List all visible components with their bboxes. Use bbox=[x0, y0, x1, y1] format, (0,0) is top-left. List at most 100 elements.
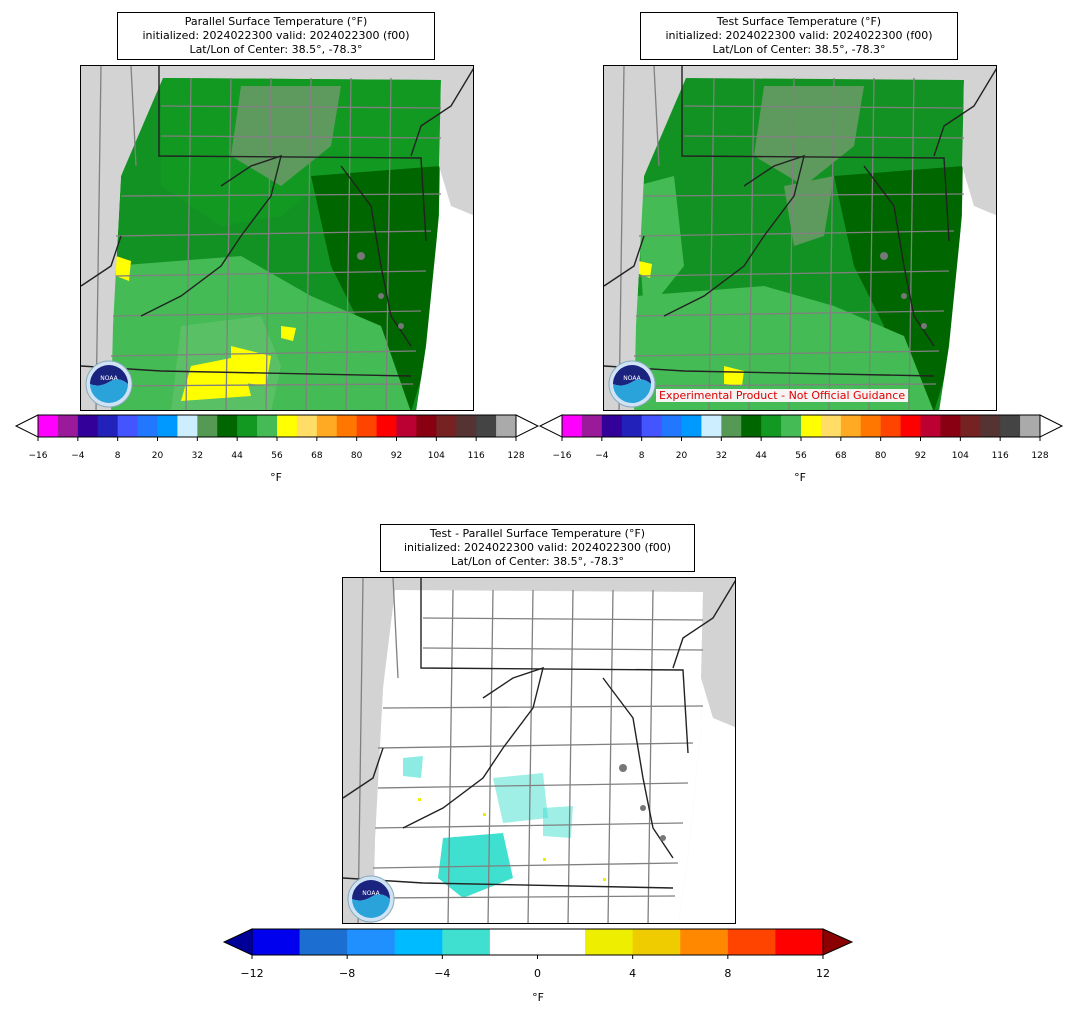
map-test-field bbox=[604, 66, 996, 410]
colorbar-swatch bbox=[436, 415, 457, 437]
title-line-1: Test - Parallel Surface Temperature (°F) bbox=[429, 527, 646, 540]
colorbar-swatch bbox=[277, 415, 298, 437]
colorbar-swatch bbox=[137, 415, 158, 437]
colorbar-tick-label: 0 bbox=[534, 967, 541, 980]
colorbar-swatch bbox=[900, 415, 921, 437]
map-title-test: Test Surface Temperature (°F) initialize… bbox=[640, 12, 958, 60]
colorbar-over-extension bbox=[515, 414, 540, 438]
colorbar-swatch bbox=[347, 929, 396, 955]
colorbar-over-extension bbox=[1039, 414, 1064, 438]
colorbar-swatch bbox=[237, 415, 258, 437]
colorbar-tick-label: 8 bbox=[724, 967, 732, 980]
map-parallel-field bbox=[81, 66, 473, 410]
colorbar-swatch bbox=[775, 929, 824, 955]
colorbar-swatch bbox=[57, 415, 79, 437]
colorbar-tick-label: 68 bbox=[311, 451, 323, 461]
colorbar-difference-unit: °F bbox=[532, 991, 544, 1004]
colorbar-tick-label: 20 bbox=[675, 451, 688, 461]
colorbar-tick-label: 32 bbox=[715, 451, 728, 461]
colorbar-swatch bbox=[356, 415, 378, 437]
colorbar-tick-label: 104 bbox=[427, 451, 445, 461]
map-difference[interactable]: NOAA bbox=[342, 577, 736, 924]
colorbar-swatch bbox=[299, 929, 348, 955]
colorbar-swatch bbox=[801, 415, 822, 437]
colorbar-tick-label: 128 bbox=[1031, 451, 1049, 461]
colorbar-swatch bbox=[960, 415, 981, 437]
colorbar-tick-label: −8 bbox=[339, 967, 356, 980]
colorbar-swatch bbox=[681, 415, 702, 437]
noaa-logo-text: NOAA bbox=[362, 890, 380, 897]
colorbar-swatch bbox=[336, 415, 358, 437]
colorbar-tick-label: 56 bbox=[795, 451, 807, 461]
colorbar-tick-label: −4 bbox=[595, 451, 609, 461]
colorbar-tick-label: 68 bbox=[835, 451, 847, 461]
colorbar-swatch bbox=[416, 415, 437, 437]
colorbar-swatch bbox=[641, 415, 663, 437]
colorbar-swatch bbox=[661, 415, 682, 437]
experimental-banner: Experimental Product - Not Official Guid… bbox=[656, 389, 909, 402]
colorbar-swatch bbox=[920, 415, 941, 437]
colorbar-swatch bbox=[727, 929, 776, 955]
colorbar-tick-label: −4 bbox=[434, 967, 451, 980]
colorbar-swatch bbox=[1020, 415, 1041, 437]
map-parallel[interactable]: NOAA bbox=[80, 65, 474, 411]
colorbar-tick-label: 32 bbox=[191, 451, 204, 461]
colorbar-swatch bbox=[940, 415, 961, 437]
colorbar-tick-label: 56 bbox=[271, 451, 283, 461]
panel-difference: Test - Parallel Surface Temperature (°F)… bbox=[0, 520, 1076, 1020]
colorbar-swatch bbox=[252, 929, 301, 955]
colorbar-tick-label: 104 bbox=[951, 451, 969, 461]
colorbar-swatch bbox=[680, 929, 729, 955]
colorbar-under-extension bbox=[222, 928, 253, 956]
colorbar-swatch bbox=[296, 415, 318, 437]
title-line-3: Lat/Lon of Center: 38.5°, -78.3° bbox=[189, 43, 363, 56]
colorbar-tick-label: 44 bbox=[231, 451, 243, 461]
colorbar-swatch bbox=[496, 415, 517, 437]
colorbar-swatch bbox=[1000, 415, 1021, 437]
colorbar-swatch bbox=[840, 415, 862, 437]
colorbar-tick-label: 80 bbox=[350, 451, 363, 461]
colorbar-swatch bbox=[117, 415, 139, 437]
colorbar-tick-label: 12 bbox=[816, 967, 830, 980]
colorbar-tick-label: −16 bbox=[552, 451, 572, 461]
title-line-2: initialized: 2024022300 valid: 202402230… bbox=[404, 541, 671, 554]
noaa-logo-text: NOAA bbox=[100, 375, 118, 382]
colorbar-tick-label: 80 bbox=[874, 451, 887, 461]
colorbar-swatch bbox=[396, 415, 417, 437]
colorbar-test-unit: °F bbox=[794, 471, 806, 484]
colorbar-swatch bbox=[456, 415, 477, 437]
noaa-logo-text: NOAA bbox=[623, 375, 641, 382]
colorbar-swatch bbox=[581, 415, 603, 437]
colorbar-swatch bbox=[741, 415, 762, 437]
colorbar-difference-swatches bbox=[222, 928, 854, 959]
panel-parallel: Parallel Surface Temperature (°F) initia… bbox=[0, 0, 540, 500]
colorbar-swatch bbox=[257, 415, 278, 437]
title-line-3: Lat/Lon of Center: 38.5°, -78.3° bbox=[712, 43, 886, 56]
title-line-2: initialized: 2024022300 valid: 202402230… bbox=[142, 29, 410, 42]
colorbar-test: −16 −4 8 20 32 44 56 68 80 92 104 116 128 °F bbox=[538, 413, 1064, 493]
colorbar-swatch bbox=[97, 415, 119, 437]
colorbar-swatch bbox=[820, 415, 842, 437]
colorbar-swatch bbox=[860, 415, 882, 437]
colorbar-swatch bbox=[316, 415, 338, 437]
colorbar-tick-label: 92 bbox=[390, 451, 403, 461]
noaa-logo-icon: NOAA bbox=[347, 875, 395, 923]
map-difference-field bbox=[343, 578, 735, 923]
colorbar-swatch bbox=[601, 415, 623, 437]
colorbar-tick-label: 92 bbox=[914, 451, 927, 461]
colorbar-swatch bbox=[217, 415, 238, 437]
colorbar-swatch bbox=[721, 415, 742, 437]
colorbar-swatch bbox=[621, 415, 643, 437]
map-test[interactable]: NOAA Experimental Product - Not Official… bbox=[603, 65, 997, 411]
colorbar-under-extension bbox=[538, 414, 563, 438]
colorbar-swatch bbox=[537, 929, 586, 955]
colorbar-swatch bbox=[376, 415, 397, 437]
map-title-difference: Test - Parallel Surface Temperature (°F)… bbox=[380, 524, 695, 572]
colorbar-swatch bbox=[880, 415, 902, 437]
colorbar-swatch bbox=[197, 415, 218, 437]
colorbar-swatch bbox=[781, 415, 802, 437]
colorbar-tick-label: 4 bbox=[629, 967, 637, 980]
colorbar-swatch bbox=[632, 929, 681, 955]
colorbar-over-extension bbox=[822, 928, 854, 956]
colorbar-swatch bbox=[585, 929, 634, 955]
